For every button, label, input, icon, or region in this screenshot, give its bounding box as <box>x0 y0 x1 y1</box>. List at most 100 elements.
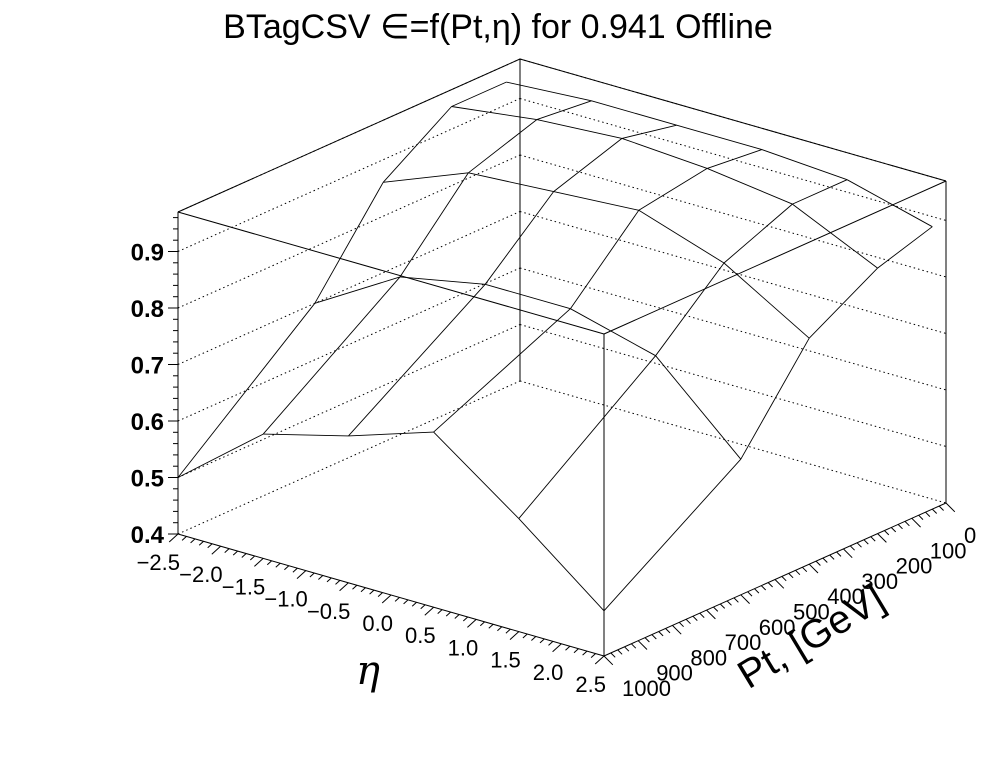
x-minor-tick <box>326 577 332 583</box>
y-tick-label: 800 <box>690 645 727 670</box>
y-minor-tick <box>617 649 623 655</box>
chart-title: BTagCSV ∈=f(Pt,η) for 0.941 Offline <box>223 8 773 46</box>
y-minor-tick <box>938 505 944 511</box>
y-tick <box>672 625 682 635</box>
surface-line-pt <box>399 276 486 285</box>
x-tick <box>509 631 520 640</box>
surface-line-eta <box>707 149 763 169</box>
y-minor-tick <box>802 566 808 573</box>
x-minor-tick <box>241 553 247 558</box>
x-minor-tick <box>462 616 469 622</box>
surface-line-pt <box>723 262 810 339</box>
z-tick-label: 0.7 <box>131 353 164 380</box>
surface-line-eta <box>808 267 878 339</box>
y-minor-tick <box>884 530 890 536</box>
y-minor-tick <box>931 508 938 514</box>
x-minor-tick <box>505 628 511 634</box>
y-minor-tick <box>788 573 794 579</box>
x-tick <box>424 606 434 616</box>
y-minor-tick <box>815 560 821 566</box>
x-minor-tick <box>318 575 324 580</box>
x-minor-tick <box>369 589 375 595</box>
y-minor-tick <box>904 521 910 527</box>
y-tick <box>808 563 819 574</box>
x-minor-tick <box>420 604 426 610</box>
y-minor-tick <box>829 554 835 560</box>
x-minor-tick <box>437 609 443 614</box>
x-minor-tick <box>224 548 230 553</box>
surface-line-eta <box>177 303 316 478</box>
surface-line-pt <box>314 276 401 304</box>
surface-line-pt <box>348 431 434 437</box>
z-tick-label: 0.6 <box>131 409 164 436</box>
surface-line-eta <box>468 119 538 174</box>
y-minor-tick <box>863 539 869 545</box>
surface-line-eta <box>603 458 742 612</box>
x-minor-tick <box>284 565 290 571</box>
surface-line-eta <box>382 106 452 183</box>
y-minor-tick <box>726 600 732 606</box>
y-tick <box>877 533 887 543</box>
x-minor-tick <box>352 584 358 590</box>
y-tick-label: 500 <box>793 600 830 625</box>
x-minor-tick <box>275 562 281 568</box>
surface-line-eta <box>570 210 640 309</box>
y-minor-tick <box>760 585 767 591</box>
y-minor-tick <box>678 621 684 628</box>
y-minor-tick <box>856 542 862 548</box>
x-minor-tick <box>411 601 417 607</box>
x-minor-tick <box>479 621 486 627</box>
surface-line-pt <box>638 209 725 264</box>
surface-line-eta <box>484 191 554 285</box>
axes: 0.4 0.5 0.6 0.7 0.8 0.9 −2.5 −2.0 −1.5 −1.0 −0.5 0.… <box>131 217 976 701</box>
y-tick <box>637 640 648 650</box>
x-minor-tick <box>548 641 554 646</box>
surface-line-eta <box>433 308 571 433</box>
surface-line-eta <box>553 138 623 192</box>
z-tick-label: 0.5 <box>131 466 164 493</box>
y-minor-tick <box>836 551 842 557</box>
box-frame <box>177 58 947 657</box>
y-tick <box>706 609 716 620</box>
surface-line-eta <box>348 283 486 437</box>
surface-line-pt <box>553 191 639 211</box>
surface-line-pt <box>263 433 349 437</box>
box-edge <box>177 58 521 213</box>
surface-line-eta <box>723 203 793 264</box>
surface-line-eta <box>740 337 810 460</box>
y-minor-tick <box>890 527 897 533</box>
surface-line-eta <box>536 100 592 121</box>
y-minor-tick <box>754 588 760 594</box>
surface-line-pt <box>676 124 763 151</box>
z-gridline-right <box>519 211 947 334</box>
x-minor-tick <box>181 536 187 541</box>
x-tick-label: 1.5 <box>490 648 521 673</box>
z-tick-label: 0.9 <box>131 240 164 267</box>
x-minor-tick <box>565 645 571 651</box>
surface-line-pt <box>451 106 537 121</box>
x-minor-tick <box>497 626 503 632</box>
x-tick-label: 2.0 <box>533 660 564 685</box>
y-tick-label: 300 <box>861 569 898 594</box>
surface-line-eta <box>314 182 384 304</box>
surface-line-pt <box>621 137 708 169</box>
y-minor-tick <box>713 606 719 612</box>
y-minor-tick <box>822 557 828 563</box>
y-tick <box>603 655 614 666</box>
y-minor-tick <box>685 618 691 625</box>
x-tick-label: −1.5 <box>222 574 265 599</box>
x-tick <box>168 533 179 543</box>
x-minor-tick <box>207 543 213 549</box>
x-minor-tick <box>198 540 204 546</box>
x-tick <box>211 545 221 555</box>
x-tick-label: 0.0 <box>362 611 393 636</box>
x-minor-tick <box>232 550 238 556</box>
y-minor-tick <box>733 597 739 603</box>
surface-line-eta <box>518 355 656 519</box>
surface-line-eta <box>877 226 933 269</box>
z-gridline-left <box>177 267 521 422</box>
box-edge <box>519 58 947 182</box>
y-tick <box>774 579 785 589</box>
z-tick-label: 0.4 <box>131 522 165 549</box>
